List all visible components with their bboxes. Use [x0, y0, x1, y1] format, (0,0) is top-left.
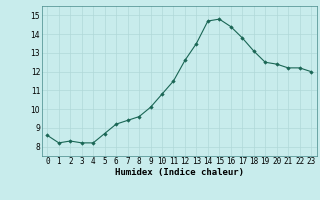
X-axis label: Humidex (Indice chaleur): Humidex (Indice chaleur) — [115, 168, 244, 177]
